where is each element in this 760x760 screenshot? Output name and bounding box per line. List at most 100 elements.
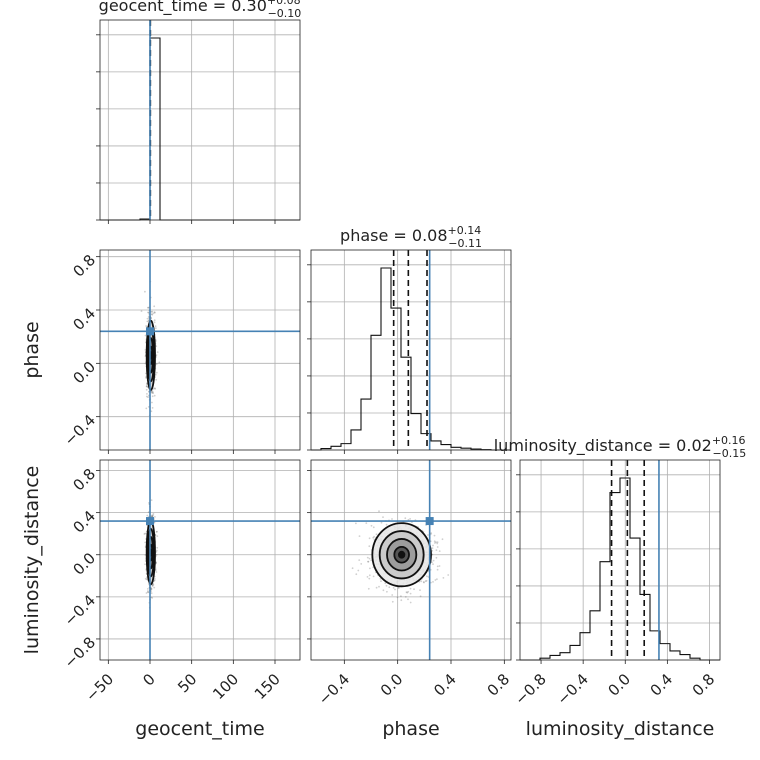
sample-point xyxy=(397,587,400,589)
sample-point xyxy=(145,592,148,594)
sample-point xyxy=(441,538,444,541)
x-tick-label: −0.4 xyxy=(315,670,353,708)
sample-point xyxy=(147,396,149,399)
sample-point xyxy=(409,518,411,520)
title-main: geocent_time = 0.30 xyxy=(99,0,267,16)
sample-point xyxy=(432,544,434,547)
sample-point xyxy=(431,547,434,549)
sample-point xyxy=(155,531,158,533)
histogram-luminosity_distance xyxy=(520,477,720,661)
sample-point xyxy=(153,319,156,322)
sample-point xyxy=(426,575,428,578)
sample-point xyxy=(150,588,153,590)
sample-point xyxy=(151,395,154,398)
sample-point xyxy=(404,517,407,520)
sample-point xyxy=(150,587,153,590)
sample-point xyxy=(419,589,421,591)
sample-point xyxy=(146,393,148,395)
sample-point xyxy=(435,549,438,551)
sample-point xyxy=(368,537,371,540)
contour-1 xyxy=(147,337,154,374)
y-tick-label: −0.4 xyxy=(61,411,99,449)
sample-point xyxy=(436,542,439,545)
sample-point xyxy=(150,313,153,316)
sample-point xyxy=(155,371,158,374)
sample-point xyxy=(152,513,155,515)
sample-point xyxy=(369,567,371,570)
sample-point xyxy=(367,560,370,563)
truth-marker xyxy=(146,517,154,526)
sample-point xyxy=(407,598,409,601)
sample-point xyxy=(147,311,150,314)
sample-point xyxy=(144,541,147,544)
contour-3 xyxy=(145,319,156,391)
sample-point xyxy=(151,391,153,394)
sample-point xyxy=(385,523,388,526)
sample-point xyxy=(145,578,148,581)
sample-point xyxy=(422,581,425,583)
sample-point xyxy=(368,574,371,577)
sample-point xyxy=(150,410,153,413)
contour-1 xyxy=(147,535,154,570)
spine xyxy=(519,459,721,661)
contour-3 xyxy=(371,522,432,588)
sample-point xyxy=(151,407,154,409)
y-tick-label: 0.0 xyxy=(69,549,99,579)
sample-point xyxy=(366,576,369,578)
sample-point xyxy=(375,586,378,589)
sample-point xyxy=(391,594,394,596)
sample-point xyxy=(153,387,156,390)
sample-point xyxy=(427,534,429,536)
sample-point xyxy=(436,578,438,580)
sample-point xyxy=(150,596,153,599)
sample-point xyxy=(156,535,159,537)
contour-1 xyxy=(386,538,418,572)
sample-point xyxy=(432,581,434,583)
grid xyxy=(100,460,300,660)
sample-point xyxy=(155,551,158,553)
sample-point xyxy=(144,290,146,293)
sample-point xyxy=(358,559,361,561)
sample-point xyxy=(158,361,161,364)
sample-point xyxy=(155,571,158,573)
sample-point xyxy=(368,557,371,560)
title-phase: phase = 0.08+0.14 −0.11 xyxy=(340,224,482,250)
sample-point xyxy=(442,577,445,579)
sample-point xyxy=(145,385,148,388)
sample-point xyxy=(145,385,148,388)
sample-point xyxy=(425,579,428,582)
sample-point xyxy=(153,586,156,589)
sample-point xyxy=(430,532,433,535)
sample-point xyxy=(367,560,369,563)
sample-point xyxy=(146,514,149,517)
sample-point xyxy=(378,510,380,513)
sample-point xyxy=(153,578,156,580)
sample-point xyxy=(391,600,394,603)
sample-point xyxy=(155,327,157,329)
y-tick-label: 0.4 xyxy=(69,507,99,537)
sample-point xyxy=(153,305,156,308)
sample-point xyxy=(143,533,146,535)
y-tick-label: 0.8 xyxy=(69,465,99,495)
sample-point xyxy=(151,390,154,393)
x-axis-label-phase: phase xyxy=(382,718,439,740)
sample-point xyxy=(400,599,403,602)
sample-point xyxy=(404,596,407,598)
grid xyxy=(311,460,511,660)
sample-point xyxy=(447,574,450,576)
sample-point xyxy=(151,391,154,394)
sample-point xyxy=(380,580,382,582)
y-axis-label-luminosity_distance: luminosity_distance xyxy=(21,466,43,655)
x-tick-label: 150 xyxy=(251,670,284,703)
sample-point xyxy=(378,585,380,588)
panel-phase xyxy=(307,249,512,454)
sample-point xyxy=(153,321,156,324)
sample-point xyxy=(144,532,147,535)
y-tick-label: −0.4 xyxy=(61,591,99,629)
sample-point xyxy=(147,591,149,593)
sample-point xyxy=(153,311,156,314)
sample-point xyxy=(406,591,409,594)
x-tick-label: 0.0 xyxy=(604,670,634,700)
sample-point xyxy=(367,587,370,590)
x-axis-label-geocent_time: geocent_time xyxy=(135,718,264,740)
